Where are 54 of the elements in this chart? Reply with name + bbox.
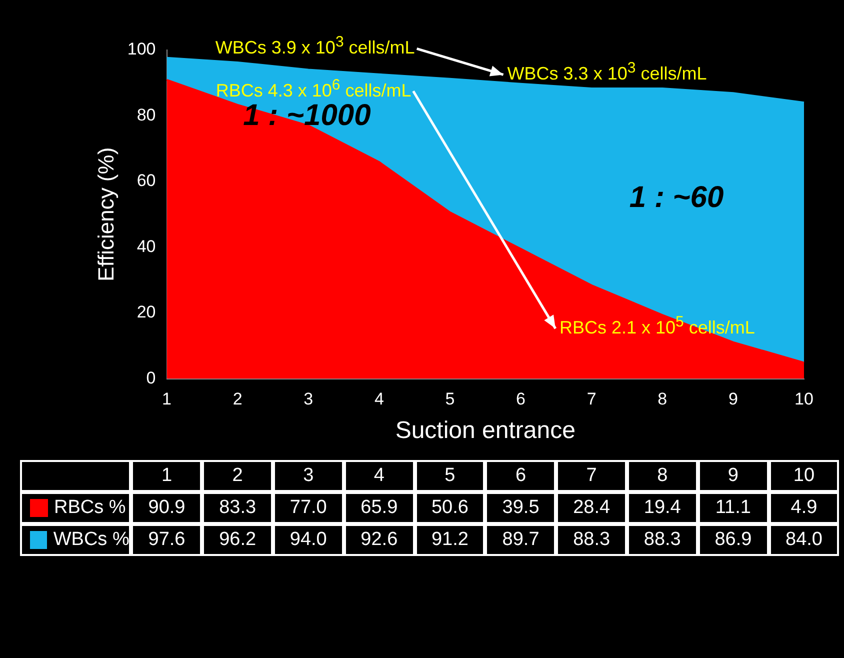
data-label: 97.6	[131, 524, 202, 556]
y-tick-label: 80	[136, 105, 156, 124]
data-label: 77.0	[272, 492, 344, 524]
y-tick-label: 60	[136, 171, 156, 190]
category-label: 8	[657, 465, 668, 486]
category-label: 4	[374, 465, 384, 486]
category-label: 3	[303, 465, 314, 486]
x-tick-label: 5	[445, 390, 455, 409]
data-label: 11.1	[698, 492, 769, 524]
data-label: 65.9	[344, 492, 415, 524]
data-label: 88.3	[556, 524, 627, 556]
data-label: 92.6	[344, 524, 415, 556]
x-axis-title: Suction entrance	[395, 417, 576, 444]
category-label: 1	[161, 465, 172, 486]
data-label: 50.6	[414, 492, 486, 524]
legend-label: RBCs %	[54, 497, 126, 519]
x-tick-label: 8	[658, 390, 668, 409]
data-label: 4.9	[768, 492, 840, 524]
x-tick-label: 2	[232, 390, 242, 409]
data-label: 90.9	[131, 492, 202, 524]
data-label: 86.9	[698, 524, 769, 556]
x-tick-label: 7	[586, 390, 596, 409]
y-tick-label: 20	[136, 302, 156, 322]
category-label: 9	[728, 465, 738, 486]
annotation: WBCs 3.3 x 10$^{3}$ cells/mL	[507, 60, 707, 85]
legend-label: WBCs %	[53, 529, 130, 551]
data-label: 91.2	[414, 524, 486, 556]
data-label: 28.4	[556, 492, 627, 524]
annotation: WBCs 3.9 x 10$^{3}$ cells/mL	[215, 34, 415, 59]
data-label: 83.3	[202, 492, 273, 524]
y-axis-title: Efficiency (%)	[93, 147, 118, 282]
x-tick-label: 4	[374, 390, 384, 409]
x-tick-label: 6	[516, 390, 526, 409]
category-label: 7	[586, 465, 597, 486]
data-label: 39.5	[485, 492, 556, 524]
y-tick-label: 100	[127, 40, 156, 59]
category-label: 6	[515, 465, 526, 486]
annotation: RBCs 4.3 x 10$^{6}$ cells/mL	[216, 76, 412, 102]
x-tick-label: 9	[728, 390, 738, 409]
category-label: 5	[444, 465, 456, 486]
y-tick-label: 40	[136, 236, 156, 256]
data-label: 89.7	[485, 524, 556, 556]
data-label: 94.0	[272, 524, 344, 556]
annotation: 1 : ~60	[629, 180, 724, 215]
category-label: 2	[232, 465, 243, 486]
data-label: 88.3	[626, 524, 698, 556]
data-label: 96.2	[202, 524, 273, 556]
x-tick-label: 10	[794, 390, 814, 409]
y-tick-label: 0	[146, 368, 156, 388]
x-tick-label: 1	[162, 390, 172, 409]
data-label: 19.4	[626, 492, 698, 524]
category-label: 10	[793, 465, 815, 486]
data-label: 84.0	[768, 524, 840, 556]
x-tick-label: 3	[304, 390, 314, 409]
